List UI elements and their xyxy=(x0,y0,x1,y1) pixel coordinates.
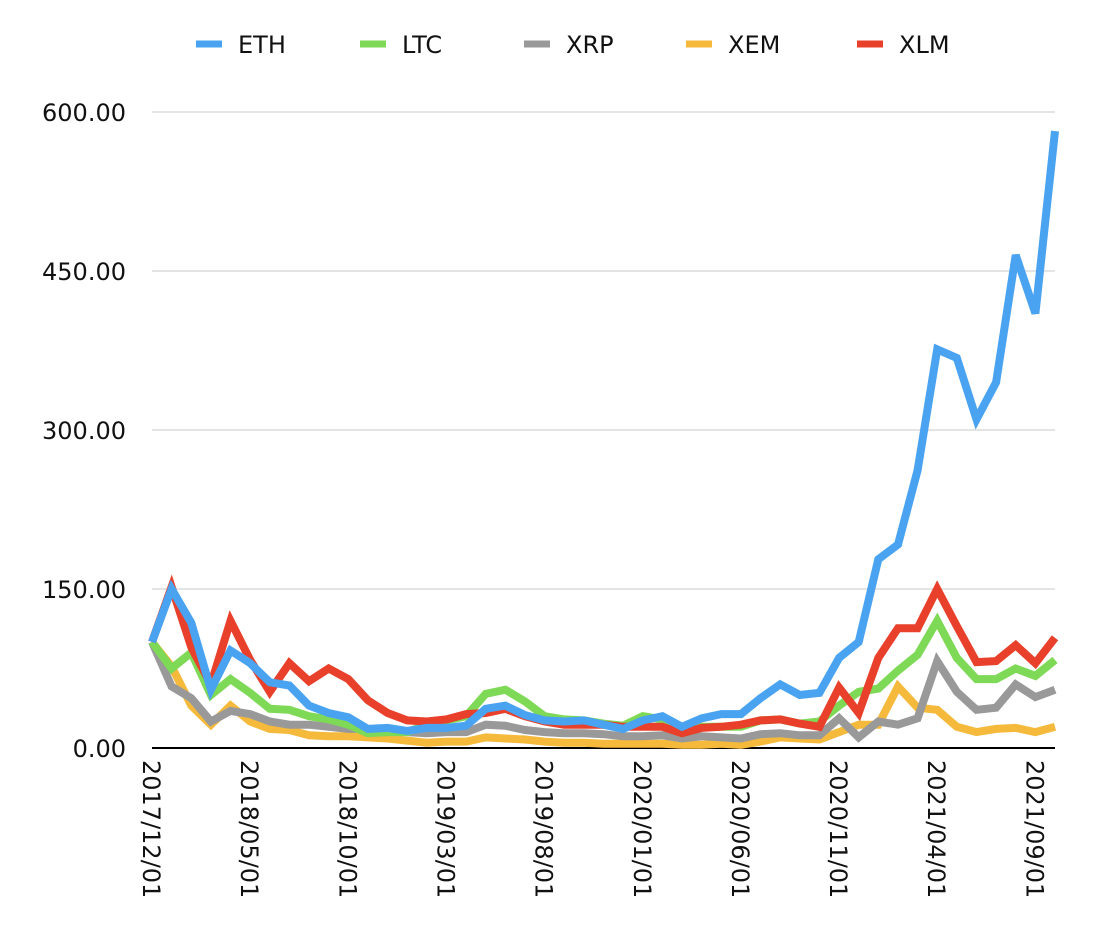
y-tick-label: 600.00 xyxy=(42,99,126,127)
x-tick-label: 2017/12/01 xyxy=(137,760,165,898)
gridlines xyxy=(152,111,1055,749)
x-tick-label: 2018/10/01 xyxy=(333,760,361,898)
legend-item-ltc: LTC xyxy=(360,31,442,59)
series-lines xyxy=(148,130,1059,749)
legend-item-eth: ETH xyxy=(196,31,286,59)
legend: ETH LTC XRP XEM XLM xyxy=(196,31,950,59)
legend-item-xem: XEM xyxy=(686,31,780,59)
y-tick-label: 450.00 xyxy=(42,258,126,286)
series-line-eth xyxy=(148,130,1059,736)
legend-label: ETH xyxy=(238,31,286,59)
x-tick-label: 2018/05/01 xyxy=(235,760,263,898)
series-line-xem xyxy=(148,639,1057,749)
legend-label: LTC xyxy=(402,31,442,59)
y-axis-ticks: 0.00 150.00 300.00 450.00 600.00 xyxy=(42,99,126,763)
legend-label: XRP xyxy=(566,31,614,59)
x-tick-label: 2021/09/01 xyxy=(1020,760,1048,898)
x-tick-label: 2021/04/01 xyxy=(922,760,950,898)
x-tick-label: 2019/03/01 xyxy=(431,760,459,898)
x-tick-label: 2019/08/01 xyxy=(530,760,558,898)
series-line-xrp xyxy=(148,640,1057,743)
y-tick-label: 0.00 xyxy=(73,735,126,763)
legend-item-xrp: XRP xyxy=(524,31,614,59)
y-tick-label: 300.00 xyxy=(42,417,126,445)
y-tick-label: 150.00 xyxy=(42,576,126,604)
legend-label: XLM xyxy=(899,31,950,59)
x-tick-label: 2020/06/01 xyxy=(726,760,754,898)
x-axis-ticks: 2017/12/01 2018/05/01 2018/10/01 2019/03/01… xyxy=(137,760,1048,898)
legend-label: XEM xyxy=(728,31,780,59)
legend-item-xlm: XLM xyxy=(857,31,950,59)
x-tick-label: 2020/11/01 xyxy=(824,760,852,898)
x-tick-label: 2020/01/01 xyxy=(628,760,656,898)
